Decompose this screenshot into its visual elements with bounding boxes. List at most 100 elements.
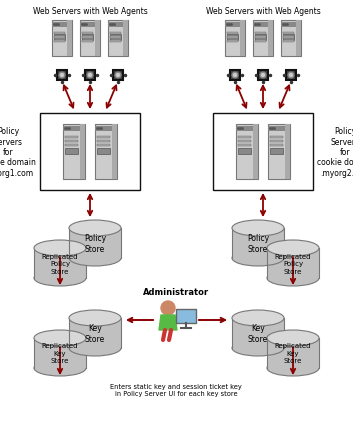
Bar [283, 32, 294, 35]
Ellipse shape [267, 330, 319, 346]
Circle shape [232, 73, 238, 79]
Ellipse shape [232, 251, 284, 266]
Circle shape [161, 301, 175, 315]
Bar [240, 21, 245, 57]
Bar [227, 32, 238, 35]
Bar [253, 23, 268, 28]
Ellipse shape [69, 220, 121, 237]
Polygon shape [159, 315, 177, 330]
Bar [225, 23, 240, 28]
Ellipse shape [34, 330, 86, 346]
Bar [236, 125, 258, 180]
Bar [97, 148, 110, 154]
Ellipse shape [34, 240, 86, 256]
Bar [82, 36, 93, 39]
Bar [238, 148, 251, 154]
Bar [97, 144, 110, 147]
Bar [268, 125, 290, 180]
Bar [52, 21, 72, 57]
Bar [286, 71, 296, 81]
Bar [80, 125, 85, 180]
Bar [270, 140, 283, 143]
Bar [80, 21, 100, 57]
Bar [52, 23, 67, 28]
Polygon shape [232, 229, 284, 258]
Bar [176, 309, 196, 323]
Polygon shape [34, 248, 86, 279]
Ellipse shape [69, 310, 121, 326]
Circle shape [115, 73, 121, 79]
Bar [85, 71, 95, 81]
Ellipse shape [69, 340, 121, 356]
Bar [110, 32, 121, 35]
Bar [270, 144, 283, 147]
Bar [238, 136, 251, 139]
Bar [255, 36, 266, 39]
Bar [82, 40, 93, 43]
Bar [270, 148, 283, 154]
Text: Key
Store: Key Store [85, 323, 105, 343]
Text: Web Servers with Web Agents: Web Servers with Web Agents [206, 7, 321, 16]
Polygon shape [267, 248, 319, 279]
Bar [281, 21, 301, 57]
Ellipse shape [267, 360, 319, 376]
Bar [108, 21, 128, 57]
Text: Replicated
Policy
Store: Replicated Policy Store [42, 253, 78, 274]
Bar [283, 36, 294, 39]
Bar [236, 127, 253, 132]
Bar [63, 125, 85, 180]
Bar [225, 21, 245, 57]
Polygon shape [69, 229, 121, 258]
Ellipse shape [34, 270, 86, 286]
Bar [65, 144, 78, 147]
Bar [57, 71, 67, 81]
Bar [258, 71, 268, 81]
Text: Replicated
Key
Store: Replicated Key Store [42, 343, 78, 364]
Bar [95, 21, 100, 57]
Polygon shape [34, 338, 86, 368]
Circle shape [87, 73, 93, 79]
Text: Policy
Store: Policy Store [247, 233, 269, 254]
Ellipse shape [232, 340, 284, 356]
Bar [108, 23, 123, 28]
Bar [270, 136, 283, 139]
Circle shape [59, 73, 65, 79]
Bar [227, 40, 238, 43]
Bar [54, 32, 65, 35]
Bar [227, 36, 238, 39]
Bar [268, 127, 285, 132]
Text: Replicated
Key
Store: Replicated Key Store [275, 343, 311, 364]
Bar [65, 136, 78, 139]
Text: Policy
Store: Policy Store [84, 233, 106, 254]
Bar [82, 35, 93, 41]
Ellipse shape [267, 270, 319, 286]
Bar [253, 125, 258, 180]
Bar [296, 21, 301, 57]
Ellipse shape [232, 310, 284, 326]
Bar [82, 32, 93, 35]
Bar [283, 35, 294, 41]
Text: Key
Store: Key Store [248, 323, 268, 343]
Bar [63, 127, 80, 132]
Bar [238, 144, 251, 147]
Bar [97, 140, 110, 143]
Bar [95, 125, 117, 180]
Bar [67, 21, 72, 57]
Bar [281, 23, 296, 28]
Bar [110, 40, 121, 43]
Ellipse shape [69, 251, 121, 266]
Polygon shape [232, 318, 284, 348]
Bar [40, 114, 140, 191]
Ellipse shape [34, 360, 86, 376]
Circle shape [260, 73, 266, 79]
Circle shape [288, 73, 294, 79]
Text: Replicated
Policy
Store: Replicated Policy Store [275, 253, 311, 274]
Text: Administrator: Administrator [143, 287, 209, 297]
Polygon shape [69, 318, 121, 348]
Bar [123, 21, 128, 57]
Bar [65, 140, 78, 143]
Text: Enters static key and session ticket key
in Policy Server UI for each key store: Enters static key and session ticket key… [110, 383, 242, 396]
Bar [54, 40, 65, 43]
Bar [238, 140, 251, 143]
Bar [112, 125, 117, 180]
